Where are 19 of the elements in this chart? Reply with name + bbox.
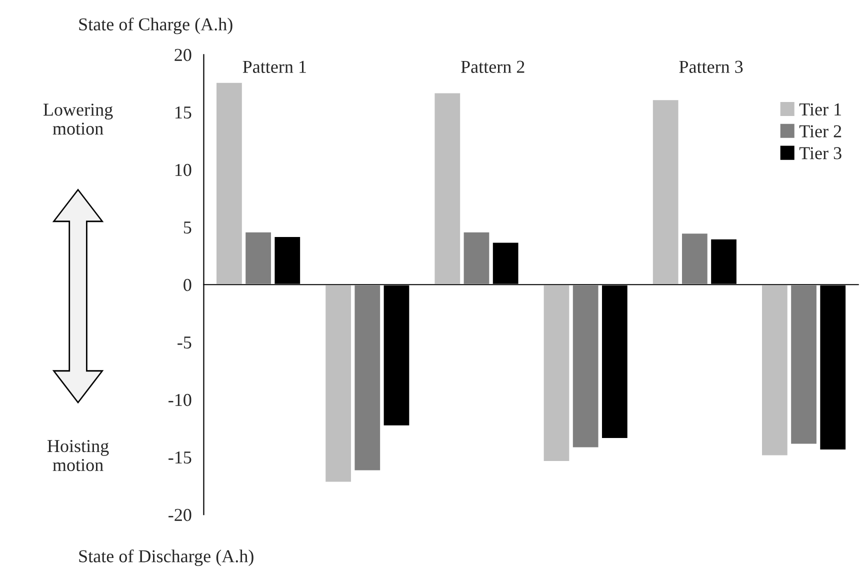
legend-label: Tier 1 <box>799 103 841 116</box>
text: Lowering motion <box>43 104 113 135</box>
y-tick-label: 5 <box>184 222 192 234</box>
y-tick-label: 0 <box>184 278 192 292</box>
annotation: Pattern 2 <box>461 60 524 73</box>
legend-label: Tier 3 <box>799 147 842 160</box>
y-tick-label: 15 <box>175 106 192 119</box>
y-tick-label: -20 <box>168 508 192 522</box>
text: State of Discharge (A.h) <box>79 549 254 566</box>
annotation: Pattern 3 <box>679 60 743 73</box>
y-tick-label: -5 <box>178 336 192 349</box>
y-tick-label: 10 <box>175 164 192 176</box>
text: Hoisting motion <box>47 440 109 472</box>
y-axis-title: State of Charge (A.h) <box>79 18 232 34</box>
y-tick-label: -15 <box>168 451 192 464</box>
y-tick-label: -10 <box>168 394 192 406</box>
annotation: Pattern 1 <box>242 60 306 73</box>
y-tick-label: 20 <box>174 48 192 62</box>
legend-label: Tier 2 <box>799 125 842 138</box>
